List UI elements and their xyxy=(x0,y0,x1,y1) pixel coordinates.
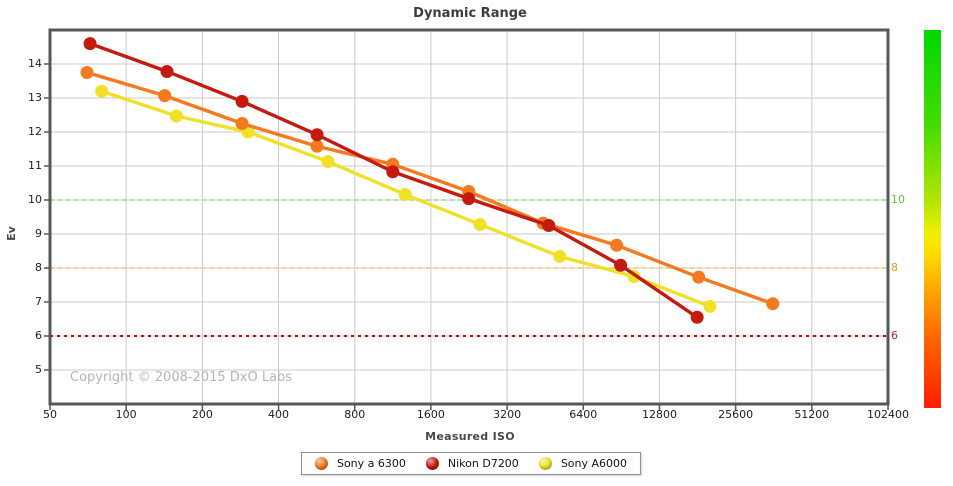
x-tick-label: 3200 xyxy=(493,408,522,421)
chart-title: Dynamic Range xyxy=(413,6,527,21)
y-tick-label: 12 xyxy=(28,125,42,138)
legend-label: Sony a 6300 xyxy=(336,457,406,470)
data-point[interactable] xyxy=(235,117,249,130)
legend-item-sony-a6300[interactable]: Sony a 6300 xyxy=(314,457,406,470)
x-tick-label: 800 xyxy=(344,408,366,421)
data-point[interactable] xyxy=(462,192,476,206)
threshold-label-10: 10 xyxy=(891,193,905,206)
legend-marker-icon xyxy=(538,457,552,470)
x-tick-label: 400 xyxy=(268,408,290,421)
x-tick-label: 102400 xyxy=(867,408,909,421)
y-tick-label: 7 xyxy=(35,295,42,308)
data-point[interactable] xyxy=(235,94,249,108)
y-tick-label: 14 xyxy=(28,57,42,70)
data-point[interactable] xyxy=(310,128,324,142)
x-tick-label: 200 xyxy=(191,408,213,421)
x-axis-title: Measured ISO xyxy=(425,430,515,443)
data-point[interactable] xyxy=(321,155,335,169)
legend-marker-icon xyxy=(425,457,439,470)
data-point[interactable] xyxy=(95,84,109,98)
data-point[interactable] xyxy=(158,89,172,103)
data-point[interactable] xyxy=(614,258,628,272)
y-axis-title: Ev xyxy=(4,226,18,241)
y-tick-label: 5 xyxy=(35,363,42,376)
data-point[interactable] xyxy=(160,64,174,78)
x-tick-label: 12800 xyxy=(641,408,677,421)
legend-item-sony-a6000[interactable]: Sony A6000 xyxy=(538,457,628,470)
data-point[interactable] xyxy=(83,37,97,51)
x-tick-label: 51200 xyxy=(794,408,830,421)
data-point[interactable] xyxy=(542,219,556,232)
x-tick-label: 50 xyxy=(43,408,57,421)
legend: Sony a 6300 Nikon D7200 Sony A6000 xyxy=(300,452,642,475)
data-point[interactable] xyxy=(386,165,400,179)
series-line-nikon-d7200 xyxy=(88,41,699,319)
legend-label: Nikon D7200 xyxy=(447,457,519,470)
y-tick-label: 9 xyxy=(35,227,42,240)
legend-label: Sony A6000 xyxy=(560,457,628,470)
data-point[interactable] xyxy=(80,66,94,79)
data-point[interactable] xyxy=(610,238,624,252)
colorbar-gradient xyxy=(924,30,941,408)
data-point[interactable] xyxy=(692,270,706,284)
data-point[interactable] xyxy=(703,299,717,313)
data-point[interactable] xyxy=(473,217,487,231)
data-point[interactable] xyxy=(169,109,183,123)
y-tick-label: 11 xyxy=(28,159,42,172)
y-tick-label: 13 xyxy=(28,91,42,104)
data-point[interactable] xyxy=(553,249,567,263)
x-tick-label: 25600 xyxy=(718,408,754,421)
x-tick-label: 1600 xyxy=(416,408,445,421)
y-tick-label: 6 xyxy=(35,329,42,342)
data-point[interactable] xyxy=(690,310,704,324)
legend-item-nikon-d7200[interactable]: Nikon D7200 xyxy=(425,457,519,470)
threshold-label-8: 8 xyxy=(891,261,898,274)
y-tick-label: 10 xyxy=(28,193,42,206)
copyright-watermark: Copyright © 2008-2015 DxO Labs xyxy=(70,370,293,385)
legend-marker-icon xyxy=(314,457,328,470)
data-point[interactable] xyxy=(766,297,780,311)
series-line-sony-a-6300 xyxy=(85,70,775,306)
plot-frame xyxy=(48,28,890,406)
data-point[interactable] xyxy=(398,188,412,202)
x-tick-label: 6400 xyxy=(569,408,598,421)
data-point[interactable] xyxy=(310,139,324,153)
threshold-label-6: 6 xyxy=(891,329,898,342)
x-tick-label: 100 xyxy=(115,408,137,421)
y-tick-label: 8 xyxy=(35,261,42,274)
